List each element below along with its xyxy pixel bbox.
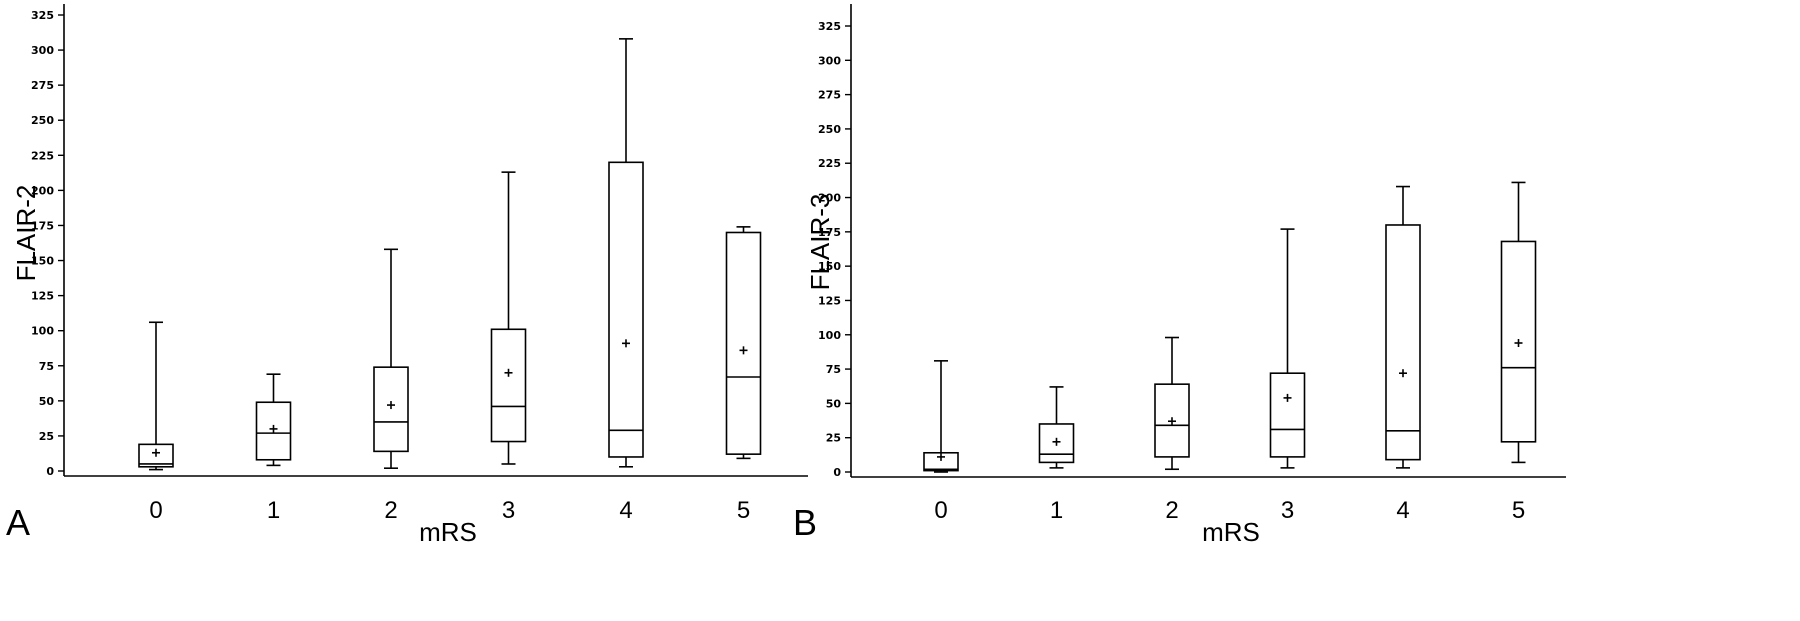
y-tick-label: 50 <box>826 397 842 410</box>
x-tick-label: 0 <box>149 497 162 524</box>
box-iqr <box>490 328 527 443</box>
y-tick-label: 150 <box>818 260 841 273</box>
y-tick-label: 325 <box>31 9 54 22</box>
y-tick-label: 50 <box>39 395 55 408</box>
y-tick-label: 250 <box>818 123 841 136</box>
y-tick-label: 25 <box>826 432 841 445</box>
y-tick-label: 100 <box>31 325 54 338</box>
y-tick-label: 300 <box>31 44 54 57</box>
y-axis-title: FLAIR-3 <box>805 194 835 291</box>
box-iqr <box>1500 240 1537 443</box>
box-iqr <box>1385 224 1421 461</box>
y-tick-label: 250 <box>31 114 54 127</box>
box-iqr <box>608 161 644 458</box>
box-iqr <box>373 366 409 453</box>
y-axis-title: FLAIR-2 <box>11 185 41 282</box>
y-tick-label: 275 <box>31 79 54 92</box>
box-iqr <box>725 231 762 455</box>
y-tick-label: 150 <box>31 255 54 268</box>
y-tick-label: 200 <box>818 192 841 205</box>
y-tick-label: 75 <box>39 360 54 373</box>
y-tick-label: 75 <box>826 363 841 376</box>
box-iqr <box>1154 383 1190 458</box>
y-tick-label: 175 <box>818 226 841 239</box>
y-tick-label: 0 <box>833 466 841 479</box>
y-tick-label: 225 <box>818 157 841 170</box>
x-tick-label: 2 <box>384 497 397 524</box>
y-tick-label: 0 <box>46 465 54 478</box>
y-tick-label: 175 <box>31 219 54 232</box>
x-axis-title: mRS <box>419 517 477 547</box>
y-tick-label: 200 <box>31 184 54 197</box>
box-iqr <box>923 451 959 472</box>
x-tick-label: 5 <box>737 497 750 524</box>
y-tick-label: 25 <box>39 430 54 443</box>
y-tick-label: 225 <box>31 149 54 162</box>
y-tick-label: 125 <box>31 290 54 303</box>
x-axis-title: mRS <box>1202 517 1260 547</box>
x-tick-label: 4 <box>619 497 632 524</box>
x-tick-label: 0 <box>934 497 947 524</box>
panel-label: A <box>6 502 30 543</box>
box-iqr <box>1269 372 1306 458</box>
y-tick-label: 100 <box>818 329 841 342</box>
x-tick-label: 3 <box>1281 497 1294 524</box>
panel-label: B <box>793 502 817 543</box>
x-tick-label: 1 <box>267 497 280 524</box>
x-tick-label: 1 <box>1050 497 1063 524</box>
box-iqr <box>1038 423 1075 464</box>
x-tick-label: 4 <box>1396 497 1409 524</box>
box-iqr <box>138 443 174 468</box>
y-tick-label: 125 <box>818 294 841 307</box>
y-tick-label: 300 <box>818 54 841 67</box>
y-tick-label: 275 <box>818 89 841 102</box>
x-tick-label: 2 <box>1165 497 1178 524</box>
x-tick-label: 3 <box>502 497 515 524</box>
box-iqr <box>255 401 292 461</box>
x-tick-label: 5 <box>1512 497 1525 524</box>
y-tick-label: 325 <box>818 20 841 33</box>
